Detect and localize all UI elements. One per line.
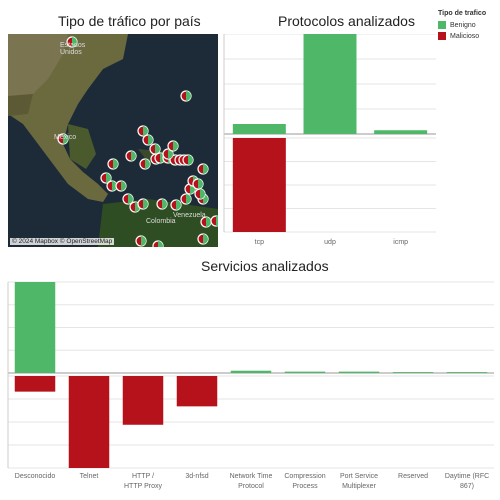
tick-label-3: 3d-nfsd — [185, 473, 208, 480]
map-marker-half — [198, 179, 203, 189]
map-marker-half — [168, 149, 173, 159]
legend-label-malicioso: Malicioso — [450, 32, 480, 40]
map-marker-half — [145, 159, 150, 169]
tick-label-6: Port Service Multiplexer — [340, 473, 378, 490]
tick-label-1: udp — [324, 239, 336, 246]
map-title: Tipo de tráfico por país — [58, 13, 201, 29]
map-marker-half — [158, 241, 163, 247]
legend-swatch-benigno — [438, 21, 446, 29]
bar-benigno-8[interactable] — [446, 372, 488, 373]
bar-benigno-7[interactable] — [392, 372, 434, 373]
protocols-chart-svg: tcp udp icmp — [223, 34, 436, 246]
map-marker-half — [173, 141, 178, 151]
map-marker-half — [106, 173, 111, 183]
label-estados-unidos: Estados Unidos — [60, 42, 86, 56]
map-marker-half — [143, 126, 148, 136]
map-marker-half — [176, 200, 181, 210]
map-marker-half — [203, 164, 208, 174]
map-marker-half — [186, 194, 191, 204]
map-canvas — [8, 34, 218, 247]
bar-benigno-2[interactable] — [374, 130, 428, 134]
label-mexico: Mexico — [54, 134, 77, 141]
bar-benigno-5[interactable] — [284, 371, 326, 373]
bar-malicioso-2[interactable] — [122, 376, 164, 425]
map-marker-half — [206, 217, 211, 227]
map-marker-half — [203, 234, 208, 244]
services-title: Servicios analizados — [201, 258, 329, 274]
map-marker-half — [186, 91, 191, 101]
label-colombia: Colombia — [146, 218, 176, 225]
legend-item-malicioso[interactable]: Malicioso — [438, 32, 486, 40]
map-marker-half — [113, 159, 118, 169]
land-south-america — [98, 199, 218, 247]
bar-malicioso-0[interactable] — [232, 138, 286, 232]
legend-label-benigno: Benigno — [450, 21, 476, 29]
map-marker-half — [148, 135, 153, 145]
label-venezuela: Venezuela — [173, 212, 206, 219]
tick-label-2: icmp — [393, 239, 408, 246]
legend: Tipo de trafico Benigno Malicioso — [438, 10, 486, 43]
tick-label-0: Desconocido — [15, 473, 56, 480]
map-marker-half — [128, 194, 133, 204]
tick-label-7: Reserved — [398, 473, 428, 480]
map-marker-half — [112, 181, 117, 191]
bar-benigno-0[interactable] — [14, 282, 56, 373]
map-credit[interactable]: © 2024 Mapbox © OpenStreetMap — [10, 238, 115, 245]
map-marker-half — [72, 37, 77, 47]
land-usa — [8, 34, 68, 96]
bar-malicioso-0[interactable] — [14, 376, 56, 392]
bar-benigno-0[interactable] — [232, 124, 286, 134]
protocols-title: Protocolos analizados — [278, 13, 415, 29]
legend-swatch-malicioso — [438, 32, 446, 40]
tick-label-2: HTTP / HTTP Proxy — [124, 473, 162, 490]
map-marker-half — [188, 155, 193, 165]
bar-malicioso-3[interactable] — [176, 376, 218, 407]
traffic-map[interactable]: Estados Unidos Mexico Venezuela Colombia… — [8, 34, 218, 247]
map-marker-half — [200, 189, 205, 199]
bar-benigno-1[interactable] — [303, 34, 357, 134]
land-yucatan — [68, 124, 96, 169]
legend-title: Tipo de trafico — [438, 10, 487, 17]
map-marker-half — [141, 236, 146, 246]
traffic-markers — [57, 36, 218, 247]
tick-label-5: Compression Process — [284, 473, 325, 490]
map-marker-half — [143, 199, 148, 209]
map-marker-half — [63, 134, 68, 144]
tick-label-0: tcp — [255, 239, 264, 246]
tick-label-4: Network Time Protocol — [230, 473, 273, 490]
map-marker-half — [162, 199, 167, 209]
tick-label-1: Telnet — [80, 473, 99, 480]
services-chart-svg: Desconocido Telnet HTTP / HTTP Proxy 3d-nfsd… — [7, 281, 494, 490]
land-baja — [8, 94, 33, 116]
bar-malicioso-1[interactable] — [68, 376, 110, 468]
map-marker-half — [131, 151, 136, 161]
tick-label-8: Daytime (RFC 867) — [445, 473, 489, 490]
bar-benigno-4[interactable] — [230, 370, 272, 373]
map-marker-half — [155, 144, 160, 154]
legend-item-benigno[interactable]: Benigno — [438, 21, 486, 29]
map-marker-half — [121, 181, 126, 191]
map-marker-half — [216, 216, 218, 226]
bar-benigno-6[interactable] — [338, 371, 380, 373]
